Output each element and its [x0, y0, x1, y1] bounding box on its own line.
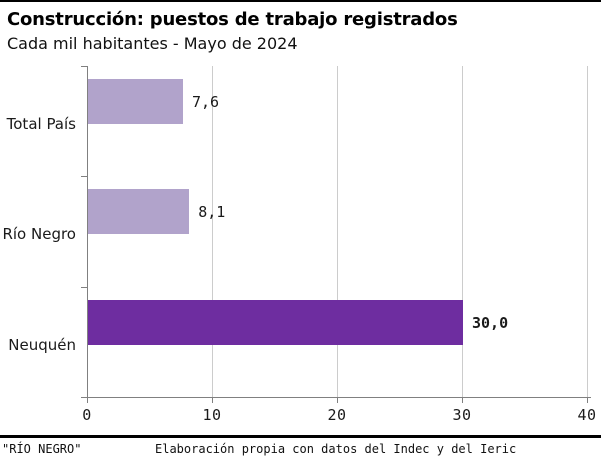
x-tick-label-20: 20 [327, 406, 347, 424]
gridline-20 [337, 66, 338, 397]
y-axis-line [87, 66, 88, 398]
footer-source: "RÍO NEGRO" [2, 442, 82, 456]
x-axis-tick-30 [462, 398, 463, 403]
x-axis-tick-10 [212, 398, 213, 403]
x-axis-tick-20 [337, 398, 338, 403]
value-label-rio-negro: 8,1 [198, 202, 226, 221]
x-tick-label-40: 40 [577, 406, 597, 424]
y-axis-tick [81, 66, 87, 67]
top-rule [0, 0, 601, 2]
x-axis-tick-0 [87, 398, 88, 403]
x-tick-label-0: 0 [82, 406, 92, 424]
category-label-rio-negro: Río Negro [2, 225, 76, 243]
value-label-total-pais: 7,6 [192, 92, 220, 111]
footer-rule [0, 435, 601, 438]
category-label-neuquen: Neuquén [8, 336, 76, 354]
x-axis-line [81, 397, 591, 398]
gridline-40 [587, 66, 588, 397]
bar-total-pais [88, 79, 183, 124]
y-axis-tick [81, 287, 87, 288]
footer-credit: Elaboración propia con datos del Indec y… [155, 442, 517, 456]
plot-area: 0 10 20 30 40 Total País 7,6 Río Negro 8,1 Neuqué… [2, 66, 596, 424]
chart-subtitle: Cada mil habitantes - Mayo de 2024 [7, 34, 298, 53]
x-tick-label-10: 10 [202, 406, 222, 424]
gridline-10 [212, 66, 213, 397]
bar-rio-negro [88, 189, 190, 234]
x-tick-label-30: 30 [452, 406, 472, 424]
x-axis-tick-40 [587, 398, 588, 403]
category-label-total-pais: Total País [6, 115, 76, 133]
y-axis-tick [81, 176, 87, 177]
gridline-30 [462, 66, 463, 397]
y-axis-tick [81, 397, 87, 398]
chart-title: Construcción: puestos de trabajo registr… [7, 9, 458, 30]
value-label-neuquen: 30,0 [472, 313, 509, 332]
bar-neuquen [88, 300, 463, 345]
